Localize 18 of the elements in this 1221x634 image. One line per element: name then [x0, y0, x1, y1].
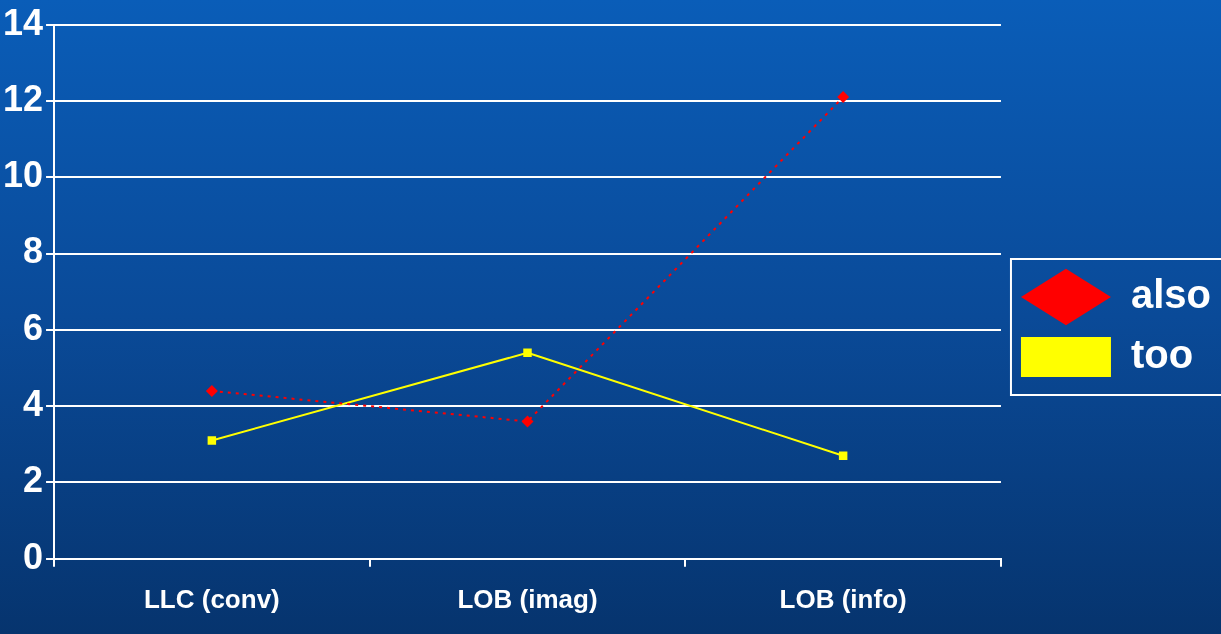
y-tick-label: 0 — [23, 535, 44, 577]
x-tick-label: LOB (imag) — [457, 583, 598, 614]
point — [837, 91, 850, 104]
y-tick-label: 12 — [3, 77, 44, 119]
x-tick-label: LLC (conv) — [143, 583, 280, 614]
y-tick-label: 4 — [23, 383, 44, 425]
y-tick-label: 2 — [23, 459, 44, 501]
point — [521, 415, 534, 428]
point — [523, 348, 532, 357]
legend-label: too — [1130, 332, 1194, 377]
point — [205, 384, 218, 397]
y-tick-label: 6 — [23, 306, 44, 348]
y-tick-label: 8 — [23, 230, 44, 272]
legend-label: also — [1130, 272, 1212, 317]
y-tick-label: 10 — [3, 154, 44, 196]
y-tick-label: 14 — [3, 1, 44, 43]
point — [207, 436, 217, 445]
x-tick-label: LOB (info) — [779, 583, 907, 614]
